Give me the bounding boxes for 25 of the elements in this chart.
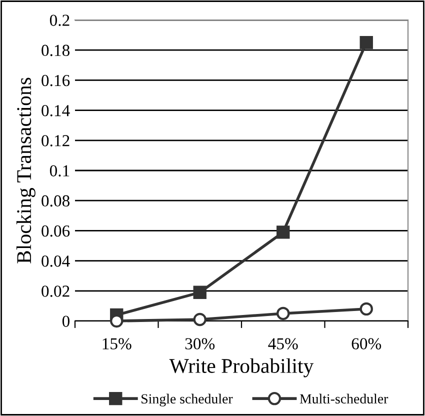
point (360, 302, 373, 316)
x-tick-label: 30% (185, 338, 215, 350)
y-tick-label: 0.16 (42, 74, 70, 86)
y-tick-label: 0.02 (42, 286, 70, 297)
x-tick-label: 45% (268, 338, 298, 350)
point (193, 312, 206, 326)
x-tick-label: 15% (102, 338, 132, 350)
x-tick-label: 60% (352, 338, 382, 350)
point (193, 286, 206, 300)
y-tick-label: 0.12 (42, 135, 70, 146)
y-tick-label: 0.04 (42, 256, 70, 267)
legend-label: Single scheduler (142, 394, 233, 406)
y-tick-label: 0.2 (50, 14, 70, 26)
point (360, 36, 373, 50)
y-tick-label: 0.06 (42, 225, 70, 237)
y-tick-label: 0.18 (42, 44, 70, 56)
y-axis-title: Blocking Transactions (16, 78, 36, 264)
legend-label: Multi-scheduler (300, 394, 388, 404)
y-tick-label: 0.14 (42, 105, 70, 116)
point (276, 306, 290, 320)
x-axis-title: Write Probability (169, 358, 314, 378)
y-tick-label: 0.08 (42, 195, 70, 207)
y-tick-label: 0.1 (50, 165, 70, 177)
point (276, 226, 290, 239)
y-tick-label: 0 (62, 316, 70, 327)
